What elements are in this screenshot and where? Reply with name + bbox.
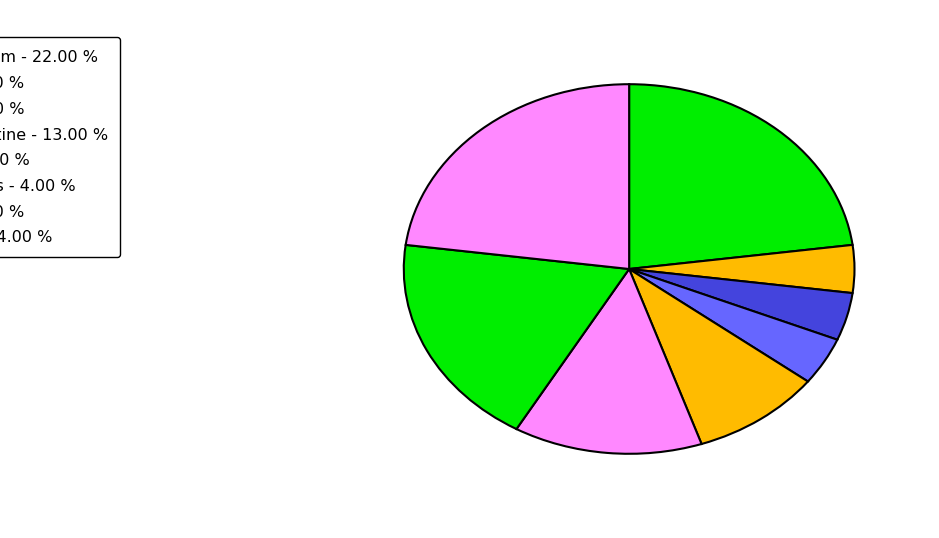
Wedge shape bbox=[629, 245, 854, 293]
Wedge shape bbox=[406, 84, 629, 269]
Wedge shape bbox=[404, 245, 629, 429]
Wedge shape bbox=[629, 84, 853, 269]
Wedge shape bbox=[629, 269, 853, 339]
Wedge shape bbox=[629, 269, 838, 381]
Wedge shape bbox=[629, 269, 808, 444]
Legend: endometrium - 22.00 %, liver - 22.00 %, lung - 18.00 %, large_intestine - 13.00 : endometrium - 22.00 %, liver - 22.00 %, … bbox=[0, 37, 120, 257]
Wedge shape bbox=[516, 269, 701, 454]
